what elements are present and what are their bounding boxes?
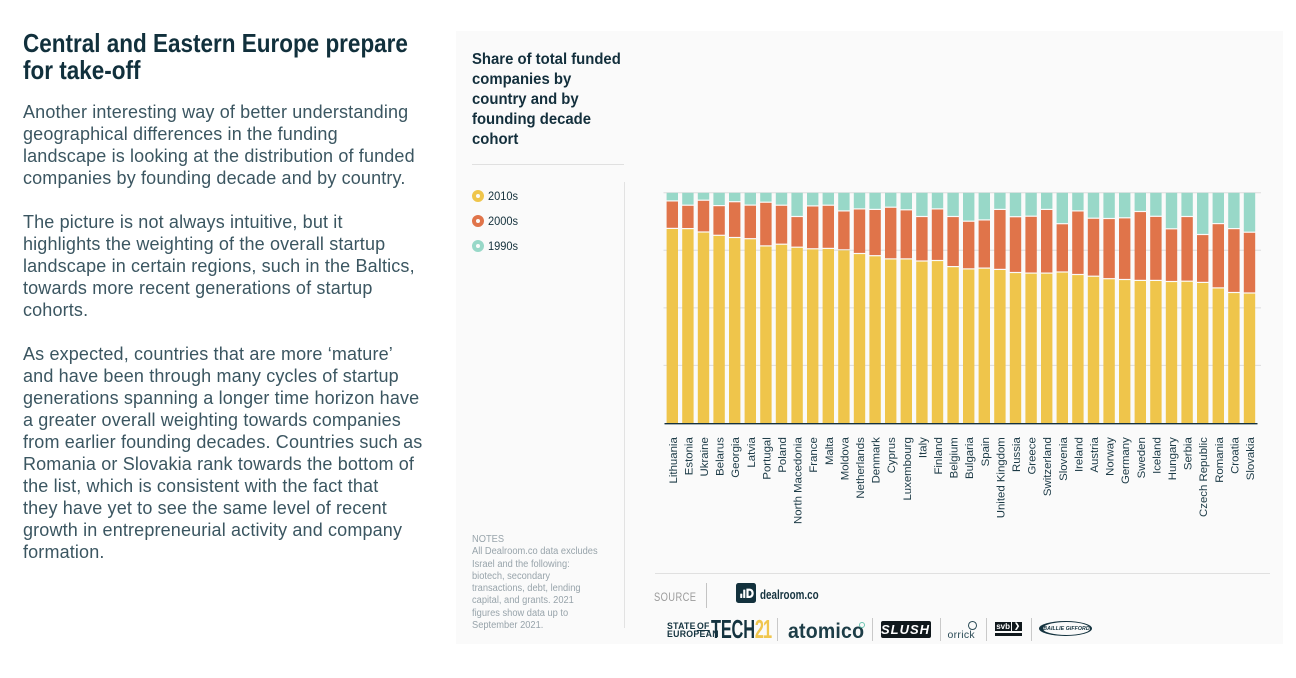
svg-text:Slovakia: Slovakia	[1245, 437, 1257, 481]
svg-text:Luxembourg: Luxembourg	[902, 437, 914, 500]
svg-text:Slovenia: Slovenia	[1058, 437, 1070, 481]
svg-text:Czech Republic: Czech Republic	[1198, 437, 1210, 517]
svg-text:Netherlands: Netherlands	[855, 437, 867, 499]
svg-text:North Macedonia: North Macedonia	[793, 437, 805, 524]
svg-text:Moldova: Moldova	[839, 437, 851, 481]
svg-text:Russia: Russia	[1011, 437, 1023, 472]
svg-text:Latvia: Latvia	[746, 437, 758, 468]
svg-text:Germany: Germany	[1120, 437, 1132, 484]
svg-text:Belgium: Belgium	[949, 437, 961, 478]
svg-text:Cyprus: Cyprus	[886, 437, 898, 473]
svg-text:Hungary: Hungary	[1167, 437, 1179, 480]
svg-text:Georgia: Georgia	[730, 437, 742, 478]
svg-text:Belarus: Belarus	[715, 437, 727, 476]
svg-text:Italy: Italy	[917, 437, 929, 458]
svg-text:Norway: Norway	[1105, 437, 1117, 476]
svg-text:Spain: Spain	[980, 437, 992, 466]
svg-text:Finland: Finland	[933, 437, 945, 474]
svg-text:Romania: Romania	[1214, 437, 1226, 483]
svg-text:Ireland: Ireland	[1073, 437, 1085, 472]
svg-text:Malta: Malta	[824, 437, 836, 466]
svg-text:Denmark: Denmark	[871, 437, 883, 484]
svg-text:Sweden: Sweden	[1136, 437, 1148, 478]
svg-text:France: France	[808, 437, 820, 472]
svg-text:Poland: Poland	[777, 437, 789, 472]
svg-text:Bulgaria: Bulgaria	[964, 437, 976, 479]
svg-text:Lithuania: Lithuania	[668, 437, 680, 484]
svg-text:Estonia: Estonia	[683, 437, 695, 476]
svg-text:United Kingdom: United Kingdom	[995, 437, 1007, 518]
svg-text:Greece: Greece	[1027, 437, 1039, 474]
svg-text:Iceland: Iceland	[1151, 437, 1163, 474]
svg-text:Ukraine: Ukraine	[699, 437, 711, 476]
svg-text:Switzerland: Switzerland	[1042, 437, 1054, 496]
svg-text:Serbia: Serbia	[1183, 437, 1195, 471]
svg-text:Croatia: Croatia	[1229, 437, 1241, 474]
svg-text:Austria: Austria	[1089, 437, 1101, 473]
svg-text:Portugal: Portugal	[761, 437, 773, 479]
